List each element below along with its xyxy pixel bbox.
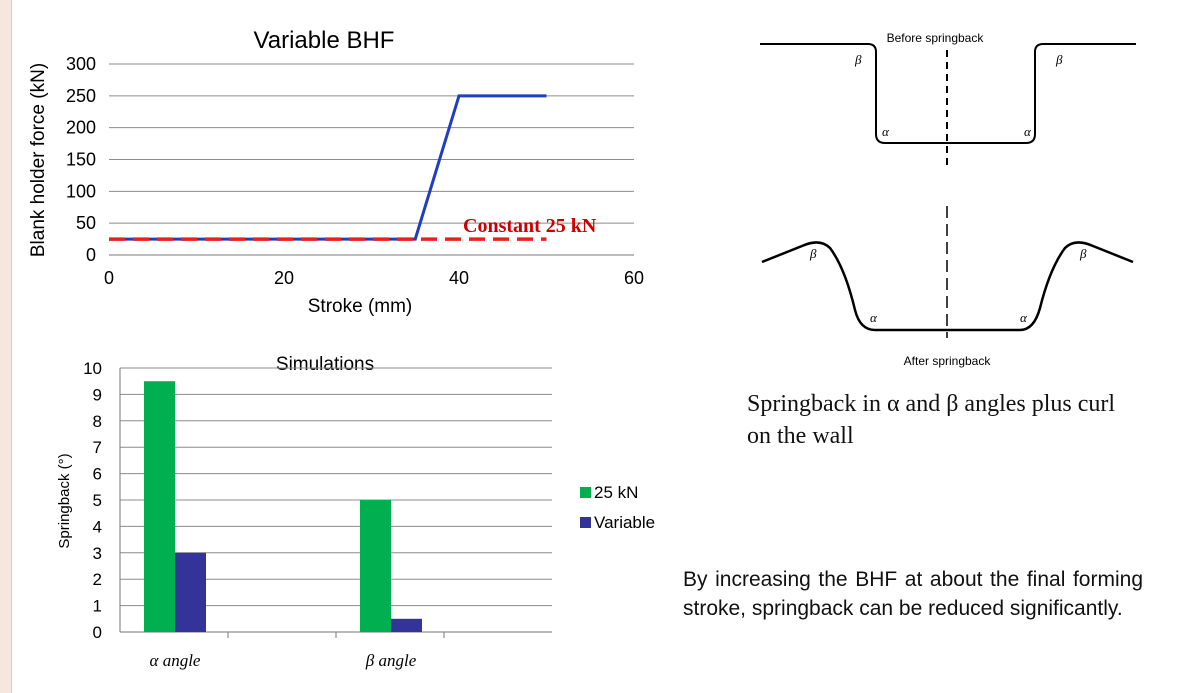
conclusion-text: By increasing the BHF at about the final… (683, 568, 1143, 620)
before-alpha-left: α (882, 124, 890, 139)
bar-ytick-label: 9 (93, 385, 102, 404)
bar-category-label: β angle (365, 651, 417, 670)
line-xtick-label: 0 (104, 268, 114, 288)
bar-category-label: α angle (150, 651, 201, 670)
before-springback-profile (760, 43, 1136, 144)
before-alpha-right: α (1024, 124, 1032, 139)
bar-chart-title: Simulations (276, 354, 374, 375)
bar-ytick-label: 8 (93, 412, 102, 431)
legend-swatch-1 (580, 487, 591, 498)
diagram-caption: Springback in α and β angles plus curl o… (747, 391, 1116, 449)
line-ytick-label: 100 (66, 181, 96, 201)
legend-swatch-2 (580, 517, 591, 528)
line-ytick-label: 150 (66, 150, 96, 170)
line-chart: Variable BHF Blank holder force (kN) Str… (28, 27, 644, 317)
line-ytick-label: 300 (66, 54, 96, 74)
after-alpha-right: α (1020, 310, 1028, 325)
line-annotation: Constant 25 kN (463, 215, 597, 237)
line-chart-ylabel: Blank holder force (kN) (28, 63, 49, 257)
bar-2-series-1 (360, 500, 391, 632)
line-ytick-label: 250 (66, 86, 96, 106)
bar-ytick-label: 10 (83, 359, 102, 378)
bar-ytick-label: 1 (93, 597, 102, 616)
after-springback-label: After springback (904, 354, 992, 368)
before-springback-label: Before springback (887, 31, 985, 45)
legend-label-1: 25 kN (594, 483, 638, 502)
bar-ytick-label: 4 (93, 517, 102, 536)
line-chart-title: Variable BHF (254, 27, 395, 54)
line-chart-xlabel: Stroke (mm) (308, 296, 413, 317)
after-springback-profile (761, 241, 1134, 332)
line-ytick-label: 0 (86, 245, 96, 265)
bar-1-series-2 (175, 552, 206, 632)
after-beta-left: β (809, 246, 817, 261)
bar-ytick-label: 0 (93, 623, 102, 642)
bar-ytick-label: 6 (93, 465, 102, 484)
bar-ytick-label: 3 (93, 544, 102, 563)
before-beta-right: β (1055, 52, 1063, 67)
line-xtick-label: 60 (624, 268, 644, 288)
after-beta-right: β (1079, 246, 1087, 261)
legend-label-2: Variable (594, 513, 655, 532)
bar-1-series-1 (144, 381, 175, 632)
line-ytick-label: 200 (66, 118, 96, 138)
line-xtick-label: 20 (274, 268, 294, 288)
line-xtick-label: 40 (449, 268, 469, 288)
bar-chart: Simulations Springback (°) 0 1 2 3 4 5 6 7 8 9 10 α… (56, 354, 655, 670)
line-ytick-label: 50 (76, 213, 96, 233)
bar-ytick-label: 5 (93, 491, 102, 510)
slide-edge-bar (0, 0, 12, 693)
bar-ytick-label: 7 (93, 438, 102, 457)
bar-chart-ylabel: Springback (°) (56, 453, 73, 548)
bar-2-series-2 (391, 618, 422, 632)
before-beta-left: β (854, 52, 862, 67)
bar-ytick-label: 2 (93, 570, 102, 589)
after-alpha-left: α (870, 310, 878, 325)
springback-diagram: Before springback β β α α After springba… (760, 31, 1136, 368)
